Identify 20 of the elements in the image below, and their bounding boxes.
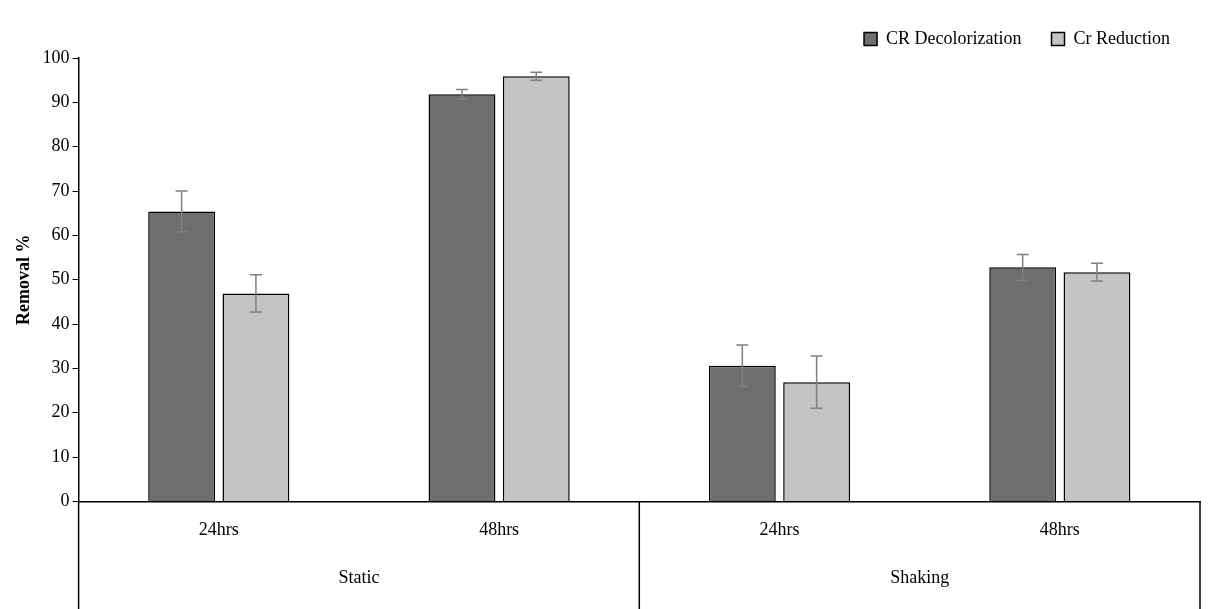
y-tick-label: 50 xyxy=(51,268,70,289)
y-tick-label: 80 xyxy=(51,135,70,156)
y-tick-label: 60 xyxy=(51,224,70,245)
y-tick-label: 100 xyxy=(42,46,70,67)
x-tick-label: 48hrs xyxy=(1039,518,1080,539)
legend-label: CR Decolorization xyxy=(886,27,1022,48)
text: Static xyxy=(338,567,380,588)
y-tick-label: 30 xyxy=(51,357,70,378)
x-tick-label: 48hrs xyxy=(479,518,520,539)
y-tick-label: 70 xyxy=(51,179,70,200)
y-tick-label: 20 xyxy=(51,401,70,422)
y-tick-label: 40 xyxy=(51,312,70,333)
x-tick-label: 24hrs xyxy=(759,518,800,539)
legend-label: Cr Reduction xyxy=(1073,27,1171,48)
y-axis-title: Removal % xyxy=(13,234,34,325)
y-tick-label: 10 xyxy=(51,445,70,466)
y-tick-label: 90 xyxy=(51,91,70,112)
text: Shaking xyxy=(890,567,950,588)
x-tick-label: 24hrs xyxy=(198,518,239,539)
y-tick-label: 0 xyxy=(60,490,70,511)
